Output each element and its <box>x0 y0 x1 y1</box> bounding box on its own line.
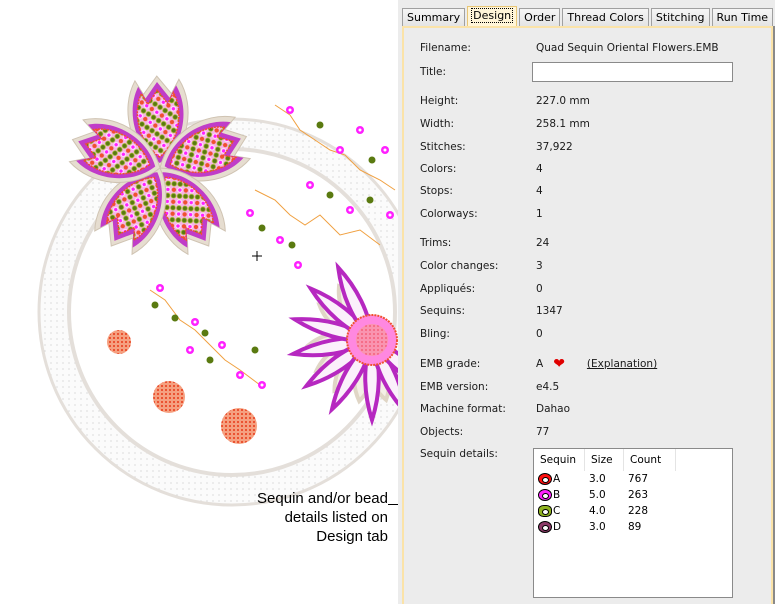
machine-format-row: Machine format: Dahao <box>420 401 570 417</box>
sequin-id: C <box>553 505 561 517</box>
bling-row: Bling: 0 <box>420 326 543 342</box>
sequin-size: 3.0 <box>589 521 606 533</box>
machine-format-value: Dahao <box>536 403 571 415</box>
column-header-count[interactable]: Count <box>624 449 676 471</box>
emb-grade-row: EMB grade: A ❤ (Explanation) <box>420 356 657 372</box>
sequin-id: D <box>553 521 562 533</box>
emb-version-row: EMB version: e4.5 <box>420 379 559 395</box>
width-label: Width: <box>420 118 455 130</box>
sequin-a-swatch-icon <box>538 473 552 485</box>
sequin-count: 263 <box>628 489 649 501</box>
objects-value: 77 <box>536 426 550 438</box>
sequin-c-swatch-icon <box>538 505 552 517</box>
stops-label: Stops: <box>420 185 453 197</box>
objects-row: Objects: 77 <box>420 424 549 440</box>
filename-label: Filename: <box>420 42 471 54</box>
sequin-scatter <box>151 106 394 389</box>
sequin-b-swatch-icon <box>538 489 552 501</box>
heart-icon: ❤ <box>553 356 565 372</box>
panel-edge <box>773 26 775 604</box>
sequin-size: 5.0 <box>589 489 606 501</box>
title-row: Title: <box>420 64 536 80</box>
sequin-details-list[interactable]: Sequin Size Count A 3.0 767 B 5.0 263 C … <box>533 448 733 598</box>
tab-run-time[interactable]: Run Time <box>711 8 774 26</box>
colorways-row: Colorways: 1 <box>420 206 543 222</box>
height-label: Height: <box>420 95 459 107</box>
emb-version-value: e4.5 <box>536 381 560 393</box>
embroidery-design-image <box>37 74 400 507</box>
color-changes-value: 3 <box>536 260 543 272</box>
sequins-label: Sequins: <box>420 305 466 317</box>
sequin-chain <box>149 104 396 386</box>
column-header-sequin[interactable]: Sequin <box>534 449 585 471</box>
trims-label: Trims: <box>420 237 452 249</box>
sequin-id: A <box>553 473 561 485</box>
machine-format-label: Machine format: <box>420 403 506 415</box>
colorways-label: Colorways: <box>420 208 478 220</box>
stitches-label: Stitches: <box>420 141 466 153</box>
callout-line-2: details listed on <box>284 509 388 526</box>
design-tab-page: Filename: Quad Sequin Oriental Flowers.E… <box>402 26 774 604</box>
sequin-count: 89 <box>628 521 642 533</box>
design-properties-panel: Summary Design Order Thread Colors Stitc… <box>398 0 775 604</box>
sequin-row-b[interactable]: B 5.0 263 <box>534 487 732 503</box>
tab-bar: Summary Design Order Thread Colors Stitc… <box>402 6 775 27</box>
colorways-value: 1 <box>536 208 543 220</box>
height-value: 227.0 mm <box>536 95 590 107</box>
trims-value: 24 <box>536 237 550 249</box>
sequin-count: 767 <box>628 473 649 485</box>
sequin-id: B <box>553 489 561 501</box>
objects-label: Objects: <box>420 426 464 438</box>
title-label: Title: <box>420 66 447 78</box>
color-changes-row: Color changes: 3 <box>420 258 543 274</box>
tab-thread-colors[interactable]: Thread Colors <box>562 8 649 26</box>
filename-row: Filename: Quad Sequin Oriental Flowers.E… <box>420 40 719 56</box>
stitches-row: Stitches: 37,922 <box>420 139 573 155</box>
tab-summary[interactable]: Summary <box>402 8 466 26</box>
colors-row: Colors: 4 <box>420 161 543 177</box>
stops-value: 4 <box>536 185 543 197</box>
callout-line-3: Design tab <box>316 528 388 545</box>
sequin-details-label: Sequin details: <box>420 448 498 460</box>
sequin-row-a[interactable]: A 3.0 767 <box>534 471 732 487</box>
color-changes-label: Color changes: <box>420 260 499 272</box>
appliques-label: Appliqués: <box>420 283 476 295</box>
filename-value: Quad Sequin Oriental Flowers.EMB <box>536 42 719 54</box>
callout-annotation: Sequin and/or bead details listed on Des… <box>222 489 388 546</box>
design-preview-canvas[interactable]: Sequin and/or bead details listed on Des… <box>0 0 400 604</box>
stitches-value: 37,922 <box>536 141 573 153</box>
bling-label: Bling: <box>420 328 450 340</box>
callout-line-1: Sequin and/or bead <box>257 490 388 507</box>
emb-grade-label: EMB grade: <box>420 358 481 370</box>
sequins-value: 1347 <box>536 305 563 317</box>
tab-order[interactable]: Order <box>519 8 561 26</box>
sequin-d-swatch-icon <box>538 521 552 533</box>
title-input[interactable] <box>532 62 733 82</box>
column-header-size[interactable]: Size <box>585 449 624 471</box>
width-value: 258.1 mm <box>536 118 590 130</box>
tab-design[interactable]: Design <box>467 6 518 27</box>
appliques-row: Appliqués: 0 <box>420 281 543 297</box>
height-row: Height: 227.0 mm <box>420 93 590 109</box>
sequin-details-row: Sequin details: <box>420 446 536 462</box>
emb-version-label: EMB version: <box>420 381 489 393</box>
colors-value: 4 <box>536 163 543 175</box>
bling-value: 0 <box>536 328 543 340</box>
width-row: Width: 258.1 mm <box>420 116 590 132</box>
emb-grade-value: A <box>536 358 544 370</box>
appliques-value: 0 <box>536 283 543 295</box>
sequin-row-c[interactable]: C 4.0 228 <box>534 503 732 519</box>
sequin-list-header: Sequin Size Count <box>534 449 732 471</box>
sequin-size: 4.0 <box>589 505 606 517</box>
trims-row: Trims: 24 <box>420 235 549 251</box>
sequins-row: Sequins: 1347 <box>420 303 563 319</box>
colors-label: Colors: <box>420 163 457 175</box>
tab-stitching[interactable]: Stitching <box>650 8 710 26</box>
sequin-count: 228 <box>628 505 649 517</box>
explanation-link[interactable]: (Explanation) <box>586 358 658 370</box>
stops-row: Stops: 4 <box>420 183 543 199</box>
sequin-row-d[interactable]: D 3.0 89 <box>534 519 732 535</box>
sequin-size: 3.0 <box>589 473 606 485</box>
